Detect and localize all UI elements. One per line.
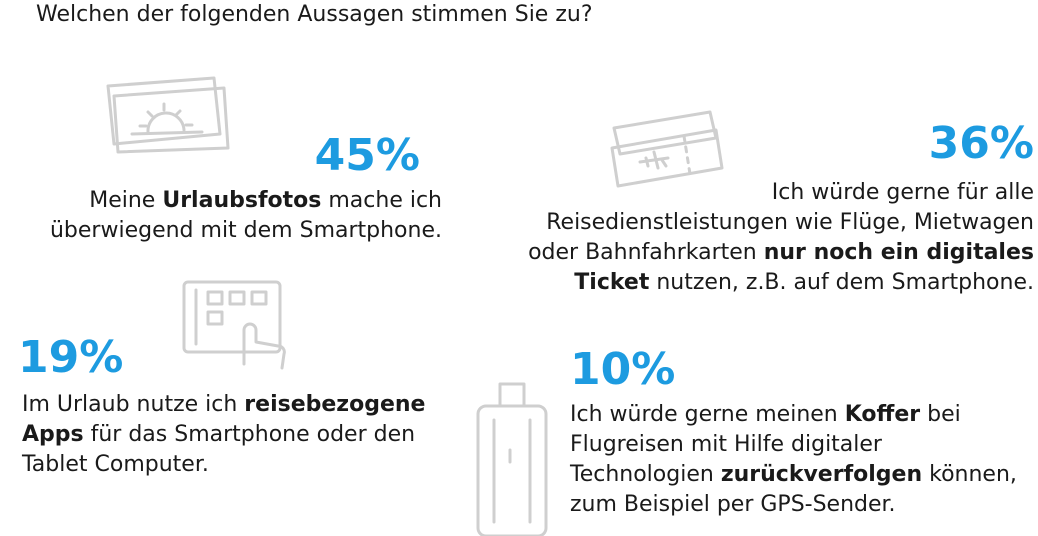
statement-text: oder Bahnfahrkarten <box>528 240 764 265</box>
statement-text: bei <box>920 402 961 427</box>
statement-text: zum Beispiel per GPS-Sender. <box>570 492 896 517</box>
statement-text: Meine <box>89 188 163 213</box>
statement-text: Ich würde gerne für alle <box>771 180 1034 205</box>
statement-line: Flugreisen mit Hilfe digitaler <box>570 430 1017 460</box>
statement-line: überwiegend mit dem Smartphone. <box>50 216 442 242</box>
chart-title: Welchen der folgenden Aussagen stimmen S… <box>36 2 593 27</box>
statement-koffer-tracking: Ich würde gerne meinen Koffer bei Flugrei… <box>570 400 1017 520</box>
statement-reiseapps: Im Urlaub nutze ich reisebezogene Apps fü… <box>22 390 425 480</box>
statement-text: nutzen, z.B. auf dem Smartphone. <box>649 270 1034 295</box>
tablet-icon <box>182 280 302 370</box>
statement-text: Technologien <box>570 462 721 487</box>
percent-urlaubsfotos: 45% <box>314 130 420 181</box>
statement-line: Tablet Computer. <box>22 450 425 480</box>
emphasis-text: nur noch ein digitales <box>763 240 1034 265</box>
statement-text: Tablet Computer. <box>22 452 209 477</box>
percent-koffer-tracking: 10% <box>570 344 676 395</box>
percent-digitales-ticket: 36% <box>928 118 1034 169</box>
statement-text: Flugreisen mit Hilfe digitaler <box>570 432 882 457</box>
suitcase-icon <box>474 376 550 536</box>
statement-line: Ich würde gerne für alle <box>528 178 1034 208</box>
statement-line: oder Bahnfahrkarten nur noch ein digital… <box>528 238 1034 268</box>
emphasis-text: zurückverfolgen <box>720 462 923 487</box>
statement-line: Reisedienstleistungen wie Flüge, Mietwag… <box>528 208 1034 238</box>
statement-line: Technologien zurückverfolgen können, <box>570 460 1017 490</box>
statement-digitales-ticket: Ich würde gerne für alle Reisedienstleist… <box>528 178 1034 298</box>
statement-line: Apps für das Smartphone oder den <box>22 420 425 450</box>
statement-line: Im Urlaub nutze ich reisebezogene <box>22 390 425 420</box>
emphasis-text: reisebezogene <box>244 392 426 417</box>
statement-text: mache ich <box>321 188 442 213</box>
statement-line: Ticket nutzen, z.B. auf dem Smartphone. <box>528 268 1034 298</box>
statement-text: Ich würde gerne meinen <box>570 402 845 427</box>
photo-icon <box>102 74 232 154</box>
ticket-icon <box>610 108 725 190</box>
percent-reiseapps: 19% <box>18 332 124 383</box>
emphasis-text: Apps <box>22 422 84 447</box>
emphasis-text: Ticket <box>574 270 650 295</box>
statement-urlaubsfotos: Meine Urlaubsfotos mache ich überwiegend … <box>50 186 442 242</box>
statement-text: für das Smartphone oder den <box>83 422 416 447</box>
emphasis-text: Urlaubsfotos <box>162 188 322 213</box>
statement-line: Ich würde gerne meinen Koffer bei <box>570 400 1017 430</box>
emphasis-text: Koffer <box>844 402 921 427</box>
statement-text: Reisedienstleistungen wie Flüge, Mietwag… <box>546 210 1034 235</box>
statement-line: zum Beispiel per GPS-Sender. <box>570 490 1017 520</box>
statement-text: überwiegend mit dem Smartphone. <box>49 218 442 242</box>
statement-line: Meine Urlaubsfotos mache ich <box>50 186 442 216</box>
statement-text: Im Urlaub nutze ich <box>22 392 245 417</box>
statement-text: können, <box>922 462 1017 487</box>
